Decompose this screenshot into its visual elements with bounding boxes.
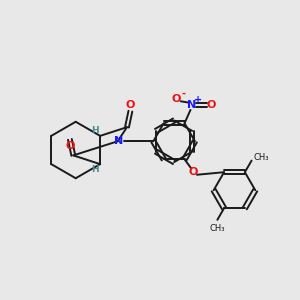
Text: O: O [172, 94, 181, 104]
Text: O: O [207, 100, 216, 110]
Text: CH₃: CH₃ [253, 152, 268, 161]
Text: N: N [187, 100, 196, 110]
Text: N: N [114, 136, 123, 146]
Text: O: O [65, 141, 75, 151]
Text: O: O [126, 100, 135, 110]
Text: H: H [91, 165, 99, 174]
Text: O: O [188, 167, 197, 177]
Text: +: + [194, 95, 202, 105]
Text: H: H [91, 126, 99, 135]
Text: -: - [181, 88, 185, 98]
Text: CH₃: CH₃ [210, 224, 225, 233]
